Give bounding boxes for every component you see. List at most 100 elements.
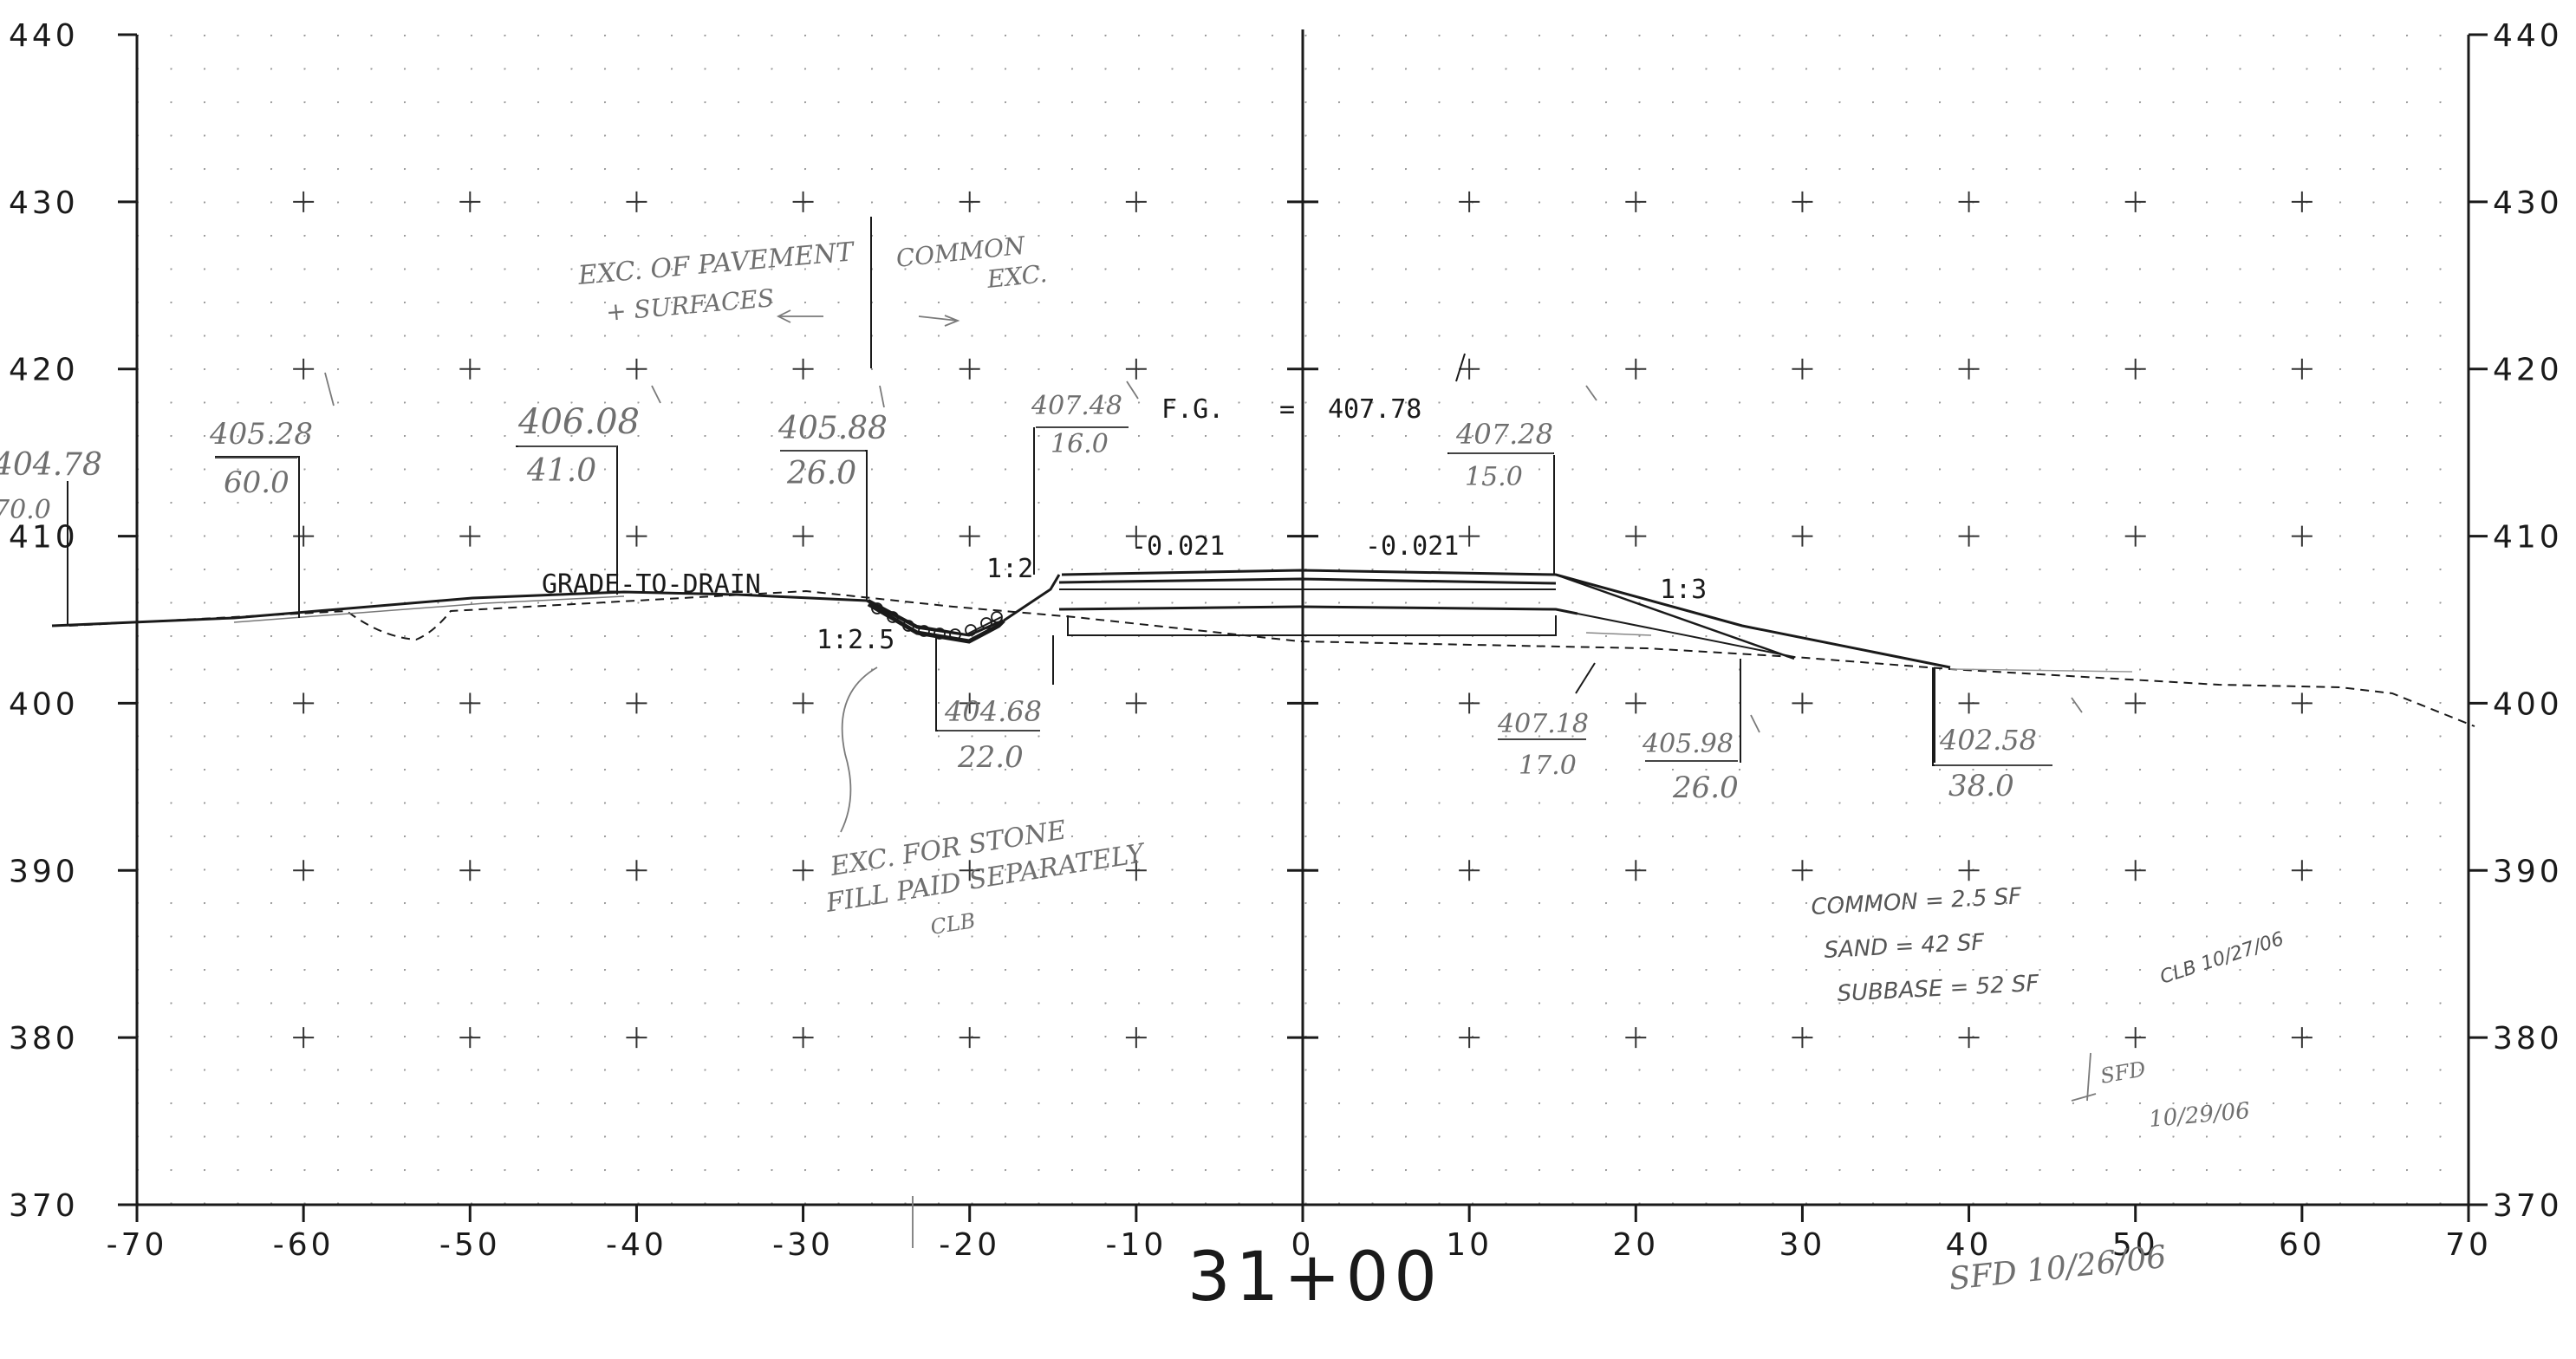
grid-cross	[1958, 693, 1980, 714]
offset-dist-2: 41.0	[526, 453, 596, 489]
fg-value: 407.78	[1328, 394, 1421, 425]
x-label: -40	[606, 1227, 667, 1263]
y-label-right: 370	[2493, 1188, 2563, 1224]
grid-cross	[2291, 191, 2313, 212]
grid-cross	[2124, 860, 2146, 881]
grid-cross	[1792, 358, 1813, 380]
stone-symbol	[991, 611, 1003, 623]
grid-cross	[626, 358, 647, 380]
grid-cross	[1125, 525, 1147, 547]
stone-symbol	[933, 627, 946, 640]
left-grade-line-lower	[233, 595, 625, 623]
grid-cross	[1625, 358, 1647, 380]
offset-elev-7: 407.18	[1497, 709, 1589, 739]
x-axis-labels: -70 -60 -50 -40 -30 -20 -10 0 10 20 30 40 50 60 70	[107, 1227, 2492, 1263]
grid-cross	[1958, 358, 1980, 380]
x-label: -20	[939, 1227, 1000, 1263]
grid-cross	[1958, 860, 1980, 881]
offset-dist-1: 60.0	[224, 465, 289, 500]
x-label: 40	[1946, 1227, 1993, 1263]
y-label-right: 440	[2493, 18, 2563, 54]
grid-cross	[1459, 525, 1480, 547]
ratio-1-2-label: 1:2	[986, 554, 1033, 584]
offset-elev-8: 405.98	[1642, 729, 1734, 759]
offset-elev-1: 405.28	[209, 417, 313, 452]
stone-symbol	[918, 625, 930, 637]
grid-cross	[2124, 191, 2146, 212]
y-label-left: 420	[9, 353, 79, 388]
grid-cross	[2124, 693, 2146, 714]
grid-crosses	[293, 191, 2313, 1049]
grid-cross	[1125, 191, 1147, 212]
grid-cross	[1625, 860, 1647, 881]
offset-dist-5: 16.0	[1051, 429, 1109, 459]
ratio-1-3-label: 1:3	[1660, 575, 1707, 605]
stone-symbol	[871, 602, 883, 614]
grid-cross	[1792, 191, 1813, 212]
stone-symbol	[980, 617, 992, 629]
existing-ground-line	[68, 589, 2475, 727]
offset-elev-0: 404.78	[0, 447, 102, 483]
y-label-right: 400	[2493, 686, 2563, 722]
offset-elev-5: 407.48	[1031, 391, 1122, 421]
tick-marks	[118, 33, 2488, 1222]
x-label: 30	[1779, 1227, 1826, 1263]
grid-cross	[1459, 860, 1480, 881]
x-label: 10	[1446, 1227, 1493, 1263]
subbase-lower-box	[1067, 615, 1557, 636]
pavement-layer-1	[1058, 577, 1557, 585]
offset-dist-3: 26.0	[786, 456, 856, 491]
right-grade-pencil	[1585, 632, 1652, 636]
left-pavement-edge	[1003, 574, 1061, 622]
y-label-right: 380	[2493, 1021, 2563, 1057]
stone-fill-symbols	[871, 602, 1003, 640]
ditch-stone-outline	[868, 599, 1002, 636]
offset-elev-6: 407.28	[1455, 418, 1553, 451]
grid-cross	[1125, 358, 1147, 380]
x-label: -70	[107, 1227, 168, 1263]
grid-cross	[1125, 860, 1147, 881]
elevation-underlines	[215, 426, 2052, 766]
grid-cross	[1459, 191, 1480, 212]
grid-cross	[959, 1027, 980, 1049]
offset-elev-2: 406.08	[517, 402, 640, 442]
x-label: -60	[273, 1227, 335, 1263]
ratio-1-2-5-label: 1:2.5	[816, 625, 894, 655]
station-label: 31+00	[1187, 1239, 1442, 1317]
grid-cross	[1625, 191, 1647, 212]
grid-cross	[293, 191, 315, 212]
grid-cross	[792, 693, 814, 714]
grid-cross	[293, 1027, 315, 1049]
grid-cross	[2291, 358, 2313, 380]
y-axis-labels-right: 440 430 420 410 400 390 380 370	[2493, 18, 2563, 1224]
grid-cross	[2124, 525, 2146, 547]
grid-cross	[1625, 1027, 1647, 1049]
grid-cross	[959, 191, 980, 212]
x-label: -10	[1105, 1227, 1167, 1263]
stone-symbol	[887, 611, 899, 623]
x-label: 60	[2279, 1227, 2326, 1263]
grid-cross	[1958, 1027, 1980, 1049]
grid-cross	[2124, 358, 2146, 380]
grid-cross	[293, 358, 315, 380]
grid-cross	[293, 525, 315, 547]
grid-cross	[792, 860, 814, 881]
grid-cross	[1792, 525, 1813, 547]
offset-dist-0: 70.0	[0, 495, 51, 525]
y-label-right: 420	[2493, 353, 2563, 388]
grid-cross	[792, 1027, 814, 1049]
grid-cross	[1459, 358, 1480, 380]
y-label-left: 410	[9, 520, 79, 556]
x-label: -30	[772, 1227, 834, 1263]
y-label-left: 390	[9, 854, 79, 889]
grid-cross	[1125, 1027, 1147, 1049]
offset-label-group: 404.78 70.0 405.28 60.0 406.08 41.0 405.…	[0, 391, 2037, 805]
grid-cross	[1792, 860, 1813, 881]
grid-cross	[792, 525, 814, 547]
grid-cross	[459, 693, 481, 714]
x-label: 50	[2112, 1227, 2159, 1263]
x-label: 70	[2445, 1227, 2492, 1263]
grid-cross	[1958, 525, 1980, 547]
grid-cross	[626, 1027, 647, 1049]
ditch-stone-fill	[867, 601, 1005, 644]
